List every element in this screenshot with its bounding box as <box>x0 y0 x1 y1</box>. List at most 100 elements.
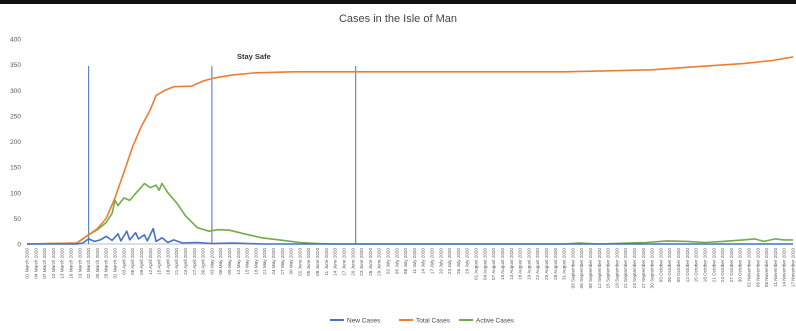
x-tick-label: 15 May 2020 <box>245 248 250 275</box>
x-tick-label: 30 October 2020 <box>738 248 743 283</box>
x-tick-label: 27 September 2020 <box>641 248 646 289</box>
x-tick-label: 30 September 2020 <box>650 248 655 289</box>
x-tick-label: 06 May 2020 <box>218 248 223 275</box>
x-tick-label: 03 September 2020 <box>570 248 575 289</box>
x-tick-label: 06 October 2020 <box>667 248 672 283</box>
x-tick-label: 09 October 2020 <box>676 248 681 283</box>
x-tick-label: 31 March 2020 <box>113 248 118 279</box>
x-tick-label: 17 November 2020 <box>791 248 796 288</box>
chart-title: Cases in the Isle of Man <box>338 13 457 25</box>
x-tick-label: 22 August 2020 <box>535 248 540 280</box>
x-tick-label: 27 October 2020 <box>729 248 734 283</box>
x-tick-label: 08 November 2020 <box>764 248 769 288</box>
y-tick-label: 150 <box>10 165 21 172</box>
x-tick-label: 04 August 2020 <box>482 248 487 280</box>
y-tick-label: 400 <box>10 37 21 44</box>
x-tick-label: 25 August 2020 <box>544 248 549 280</box>
x-tick-label: 03 October 2020 <box>658 248 663 283</box>
x-tick-label: 07 March 2020 <box>42 248 47 279</box>
y-tick-label: 100 <box>10 190 21 197</box>
x-tick-label: 19 August 2020 <box>526 248 531 280</box>
x-tick-label: 06 April 2020 <box>130 248 135 275</box>
x-tick-label: 26 July 2020 <box>456 248 461 274</box>
x-tick-label: 13 March 2020 <box>60 248 65 279</box>
x-tick-label: 23 July 2020 <box>447 248 452 274</box>
x-tick-label: 08 July 2020 <box>403 248 408 274</box>
x-tick-label: 05 July 2020 <box>394 248 399 274</box>
x-tick-label: 12 May 2020 <box>236 248 241 275</box>
x-tick-label: 11 July 2020 <box>412 248 417 274</box>
x-tick-label: 14 July 2020 <box>421 248 426 274</box>
x-tick-label: 10 March 2020 <box>51 248 56 279</box>
x-tick-label: 30 April 2020 <box>201 248 206 275</box>
x-tick-label: 16 March 2020 <box>69 248 74 279</box>
x-tick-label: 02 June 2020 <box>297 248 302 276</box>
x-tick-label: 24 May 2020 <box>271 248 276 275</box>
x-tick-label: 17 June 2020 <box>341 248 346 276</box>
y-tick-label: 350 <box>10 62 21 69</box>
x-tick-label: 30 May 2020 <box>289 248 294 275</box>
x-tick-label: 29 June 2020 <box>377 248 382 276</box>
y-tick-label: 250 <box>10 113 21 120</box>
x-tick-label: 17 July 2020 <box>430 248 435 274</box>
x-tick-label: 18 September 2020 <box>614 248 619 289</box>
x-tick-label: 31 August 2020 <box>562 248 567 280</box>
x-tick-label: 28 August 2020 <box>553 248 558 280</box>
x-tick-label: 03 May 2020 <box>209 248 214 275</box>
legend-label-total-cases: Total Cases <box>416 318 451 325</box>
x-tick-label: 25 March 2020 <box>95 248 100 279</box>
series-line-new-cases <box>27 227 793 245</box>
x-tick-label: 05 November 2020 <box>755 248 760 288</box>
x-tick-label: 09 April 2020 <box>139 248 144 275</box>
x-tick-label: 14 November 2020 <box>782 248 787 288</box>
x-tick-label: 11 November 2020 <box>773 248 778 287</box>
x-tick-label: 14 June 2020 <box>333 248 338 276</box>
x-tick-label: 07 August 2020 <box>491 248 496 280</box>
legend-label-new-cases: New Cases <box>347 318 381 325</box>
x-tick-label: 22 March 2020 <box>86 248 91 279</box>
x-tick-label: 29 July 2020 <box>465 248 470 274</box>
x-tick-label: 11 June 2020 <box>324 248 329 276</box>
x-tick-label: 20 July 2020 <box>438 248 443 274</box>
x-tick-label: 06 September 2020 <box>579 248 584 289</box>
x-tick-label: 18 October 2020 <box>702 248 707 283</box>
y-tick-label: 200 <box>10 139 21 146</box>
x-tick-label: 09 September 2020 <box>588 248 593 289</box>
series-line-active-cases <box>26 182 793 245</box>
top-border <box>0 0 796 4</box>
x-tick-label: 27 May 2020 <box>280 248 285 275</box>
x-tick-label: 12 April 2020 <box>148 248 153 275</box>
x-tick-label: 15 September 2020 <box>606 248 611 289</box>
x-tick-label: 21 September 2020 <box>623 248 628 289</box>
x-tick-label: 26 June 2020 <box>368 248 373 276</box>
x-tick-label: 24 October 2020 <box>720 248 725 283</box>
x-tick-label: 21 May 2020 <box>262 248 267 275</box>
x-tick-label: 09 May 2020 <box>227 248 232 275</box>
x-tick-label: 01 March 2020 <box>25 248 30 279</box>
x-tick-label: 18 April 2020 <box>165 248 170 275</box>
x-tick-label: 15 April 2020 <box>157 248 162 275</box>
x-tick-label: 02 July 2020 <box>385 248 390 274</box>
x-tick-label: 16 August 2020 <box>518 248 523 280</box>
x-tick-label: 02 November 2020 <box>746 248 751 288</box>
x-tick-label: 12 October 2020 <box>685 248 690 283</box>
x-tick-label: 01 August 2020 <box>474 248 479 280</box>
series-line-total-cases <box>26 56 794 245</box>
x-tick-label: 03 April 2020 <box>121 248 126 275</box>
stay-safe-annotation: Stay Safe <box>237 52 271 61</box>
y-tick-label: 50 <box>14 216 22 223</box>
legend-label-active-cases: Active Cases <box>476 318 515 325</box>
x-tick-label: 21 April 2020 <box>174 248 179 275</box>
x-tick-label: 05 June 2020 <box>306 248 311 276</box>
x-tick-label: 18 May 2020 <box>253 248 258 275</box>
x-tick-label: 04 March 2020 <box>33 248 38 279</box>
x-tick-label: 08 June 2020 <box>315 248 320 276</box>
x-tick-label: 19 March 2020 <box>77 248 82 279</box>
y-tick-label: 0 <box>17 242 21 249</box>
x-tick-label: 27 April 2020 <box>192 248 197 275</box>
x-tick-label: 15 October 2020 <box>694 248 699 283</box>
x-tick-label: 21 October 2020 <box>711 248 716 283</box>
y-tick-label: 300 <box>10 88 21 95</box>
